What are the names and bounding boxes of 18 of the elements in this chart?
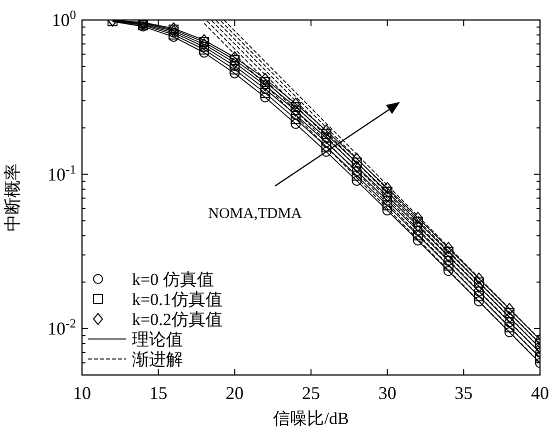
legend-label: 理论值 <box>132 330 183 349</box>
y-tick-label: 10$^{-2}$ <box>48 316 76 339</box>
y-tick-label: 10$^{-1}$ <box>48 162 76 184</box>
legend-label: k=0 仿真值 <box>132 270 214 289</box>
x-tick-label: 15 <box>149 383 168 403</box>
legend-label: k=0.1仿真值 <box>132 290 222 309</box>
x-tick-label: 40 <box>531 383 549 403</box>
x-tick-label: 20 <box>226 383 244 403</box>
annotation: NOMA,TDMA <box>208 206 302 222</box>
x-axis-title: 信噪比/dB <box>273 409 349 428</box>
y-tick-label: 10$^{0}$ <box>52 8 76 30</box>
legend-label: 渐进解 <box>132 350 183 369</box>
x-tick-label: 30 <box>378 383 396 403</box>
legend-label: k=0.2仿真值 <box>132 310 222 329</box>
y-axis-title: 中断概率 <box>3 164 22 232</box>
x-tick-label: 10 <box>73 383 91 403</box>
x-tick-label: 35 <box>454 383 473 403</box>
x-tick-label: 25 <box>302 383 320 403</box>
